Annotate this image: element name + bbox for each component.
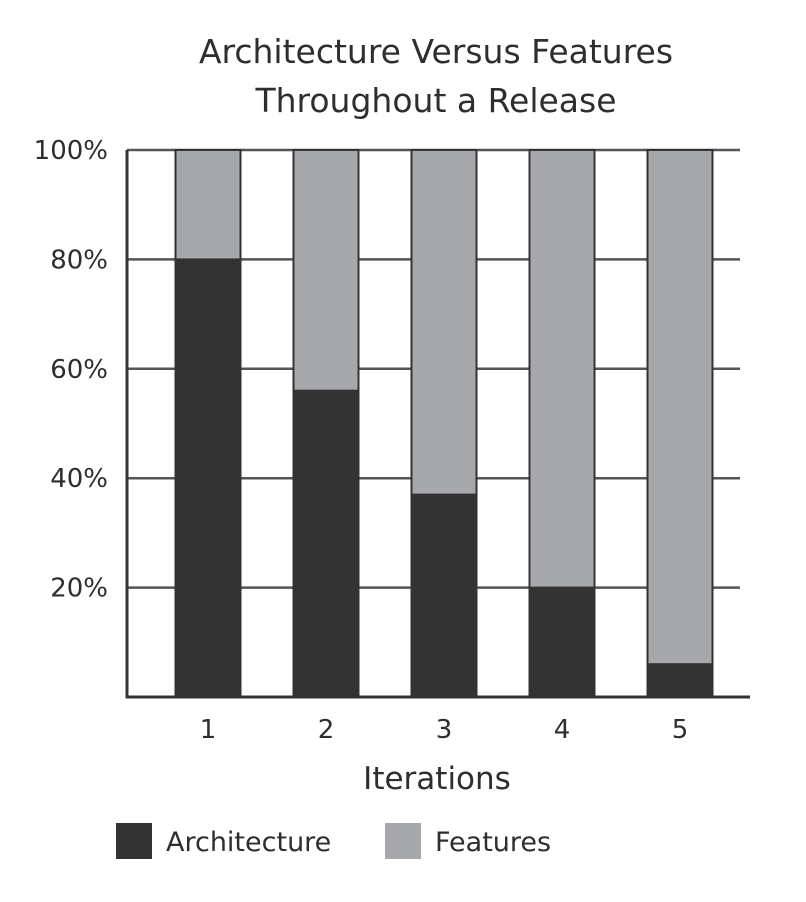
bar-architecture-4: [528, 586, 596, 698]
bar-architecture-1: [174, 258, 242, 698]
x-tick-label-4: 4: [554, 715, 571, 745]
legend-label-features: Features: [435, 827, 551, 858]
legend-swatch-architecture: [116, 823, 152, 859]
bar-features-5: [646, 149, 714, 666]
legend-swatch-features: [385, 823, 421, 859]
x-tick-label-1: 1: [200, 715, 217, 745]
bar-features-3: [410, 149, 478, 496]
y-tick-label-60: 60%: [50, 355, 108, 385]
x-tick-labels: 1 2 3 4 5: [200, 715, 689, 745]
y-tick-label-80: 80%: [50, 245, 108, 275]
legend: Architecture Features: [116, 823, 551, 859]
x-tick-label-5: 5: [672, 715, 689, 745]
bar-architecture-5: [646, 663, 714, 698]
bar-features-2: [292, 149, 360, 392]
chart-title-line-2: Throughout a Release: [254, 81, 616, 120]
bar-architecture-3: [410, 493, 478, 698]
y-tick-label-100: 100%: [34, 136, 108, 166]
axes: [125, 150, 750, 699]
y-tick-label-40: 40%: [50, 464, 108, 494]
bar-features-4: [528, 149, 596, 589]
bars: [174, 149, 714, 698]
y-tick-label-20: 20%: [50, 574, 108, 604]
x-axis-title: Iterations: [363, 761, 511, 797]
chart-title-line-1: Architecture Versus Features: [199, 32, 673, 71]
bar-features-1: [174, 149, 242, 261]
x-tick-label-2: 2: [318, 715, 335, 745]
legend-label-architecture: Architecture: [166, 827, 331, 858]
x-tick-label-3: 3: [436, 715, 453, 745]
bar-architecture-2: [292, 389, 360, 698]
y-tick-labels: 20% 40% 60% 80% 100%: [34, 136, 108, 604]
